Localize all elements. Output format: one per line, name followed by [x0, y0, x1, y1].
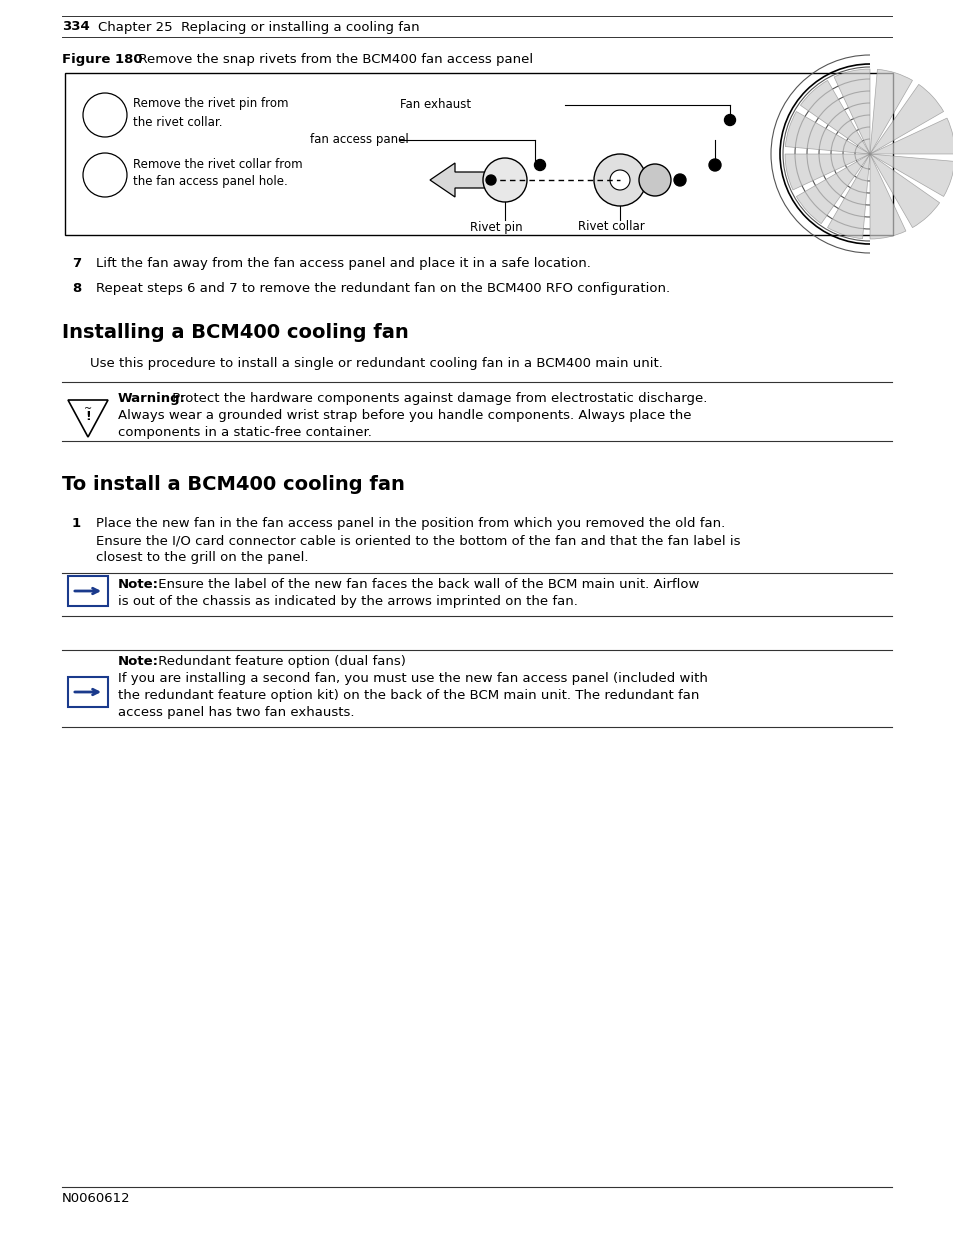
- Circle shape: [723, 115, 735, 126]
- Text: Lift the fan away from the fan access panel and place it in a safe location.: Lift the fan away from the fan access pa…: [96, 257, 590, 270]
- Circle shape: [639, 164, 670, 196]
- Text: ~: ~: [84, 404, 92, 414]
- Circle shape: [673, 174, 685, 186]
- Text: N0060612: N0060612: [62, 1193, 131, 1205]
- Wedge shape: [833, 69, 869, 154]
- Text: 8: 8: [71, 282, 81, 295]
- Text: Note:: Note:: [118, 578, 159, 592]
- Text: Ensure the I/O card connector cable is oriented to the bottom of the fan and tha: Ensure the I/O card connector cable is o…: [96, 534, 740, 547]
- Text: Ensure the label of the new fan faces the back wall of the BCM main unit. Airflo: Ensure the label of the new fan faces th…: [153, 578, 699, 592]
- Polygon shape: [68, 400, 108, 437]
- Text: Remove the snap rivets from the BCM400 fan access panel: Remove the snap rivets from the BCM400 f…: [130, 53, 533, 67]
- Wedge shape: [826, 154, 869, 238]
- Text: Use this procedure to install a single or redundant cooling fan in a BCM400 main: Use this procedure to install a single o…: [90, 357, 662, 370]
- Circle shape: [594, 154, 645, 206]
- Text: Installing a BCM400 cooling fan: Installing a BCM400 cooling fan: [62, 324, 408, 342]
- Text: Repeat steps 6 and 7 to remove the redundant fan on the BCM400 RFO configuration: Repeat steps 6 and 7 to remove the redun…: [96, 282, 669, 295]
- Bar: [65, 73, 892, 235]
- Wedge shape: [869, 154, 953, 196]
- Circle shape: [485, 175, 496, 185]
- Wedge shape: [869, 154, 905, 240]
- Wedge shape: [869, 154, 939, 227]
- Text: Warning:: Warning:: [118, 391, 186, 405]
- Text: Protect the hardware components against damage from electrostatic discharge.: Protect the hardware components against …: [168, 391, 706, 405]
- Bar: [68, 677, 108, 706]
- Circle shape: [534, 159, 545, 170]
- Wedge shape: [784, 154, 869, 190]
- Text: components in a static-free container.: components in a static-free container.: [118, 426, 372, 438]
- Text: access panel has two fan exhausts.: access panel has two fan exhausts.: [118, 706, 355, 719]
- Text: Chapter 25  Replacing or installing a cooling fan: Chapter 25 Replacing or installing a coo…: [98, 21, 419, 33]
- Text: Rivet collar: Rivet collar: [578, 221, 644, 233]
- Bar: [68, 576, 108, 606]
- Text: Rivet pin: Rivet pin: [470, 221, 522, 233]
- Text: !: !: [85, 410, 91, 424]
- Text: 1: 1: [71, 517, 81, 530]
- Wedge shape: [869, 84, 943, 154]
- Text: To install a BCM400 cooling fan: To install a BCM400 cooling fan: [62, 475, 404, 494]
- Text: Remove the rivet collar from
the fan access panel hole.: Remove the rivet collar from the fan acc…: [132, 158, 302, 189]
- Text: the redundant feature option kit) on the back of the BCM main unit. The redundan: the redundant feature option kit) on the…: [118, 689, 699, 701]
- Text: Remove the rivet pin from
the rivet collar.: Remove the rivet pin from the rivet coll…: [132, 98, 288, 128]
- Wedge shape: [869, 119, 953, 154]
- Text: Note:: Note:: [118, 655, 159, 668]
- Text: Place the new fan in the fan access panel in the position from which you removed: Place the new fan in the fan access pane…: [96, 517, 724, 530]
- Text: Figure 180: Figure 180: [62, 53, 143, 67]
- Circle shape: [609, 170, 629, 190]
- Wedge shape: [784, 111, 869, 154]
- Text: 7: 7: [71, 257, 81, 270]
- Polygon shape: [430, 163, 490, 198]
- Text: fan access panel: fan access panel: [310, 133, 408, 147]
- Wedge shape: [800, 80, 869, 154]
- Text: closest to the grill on the panel.: closest to the grill on the panel.: [96, 551, 308, 564]
- Text: Redundant feature option (dual fans): Redundant feature option (dual fans): [153, 655, 405, 668]
- Wedge shape: [796, 154, 869, 224]
- Circle shape: [708, 159, 720, 170]
- Circle shape: [482, 158, 526, 203]
- Text: Always wear a grounded wrist strap before you handle components. Always place th: Always wear a grounded wrist strap befor…: [118, 409, 691, 422]
- Text: 334: 334: [62, 21, 90, 33]
- Text: Fan exhaust: Fan exhaust: [399, 99, 471, 111]
- Text: If you are installing a second fan, you must use the new fan access panel (inclu: If you are installing a second fan, you …: [118, 672, 707, 685]
- Text: is out of the chassis as indicated by the arrows imprinted on the fan.: is out of the chassis as indicated by th…: [118, 595, 578, 608]
- Wedge shape: [869, 69, 911, 154]
